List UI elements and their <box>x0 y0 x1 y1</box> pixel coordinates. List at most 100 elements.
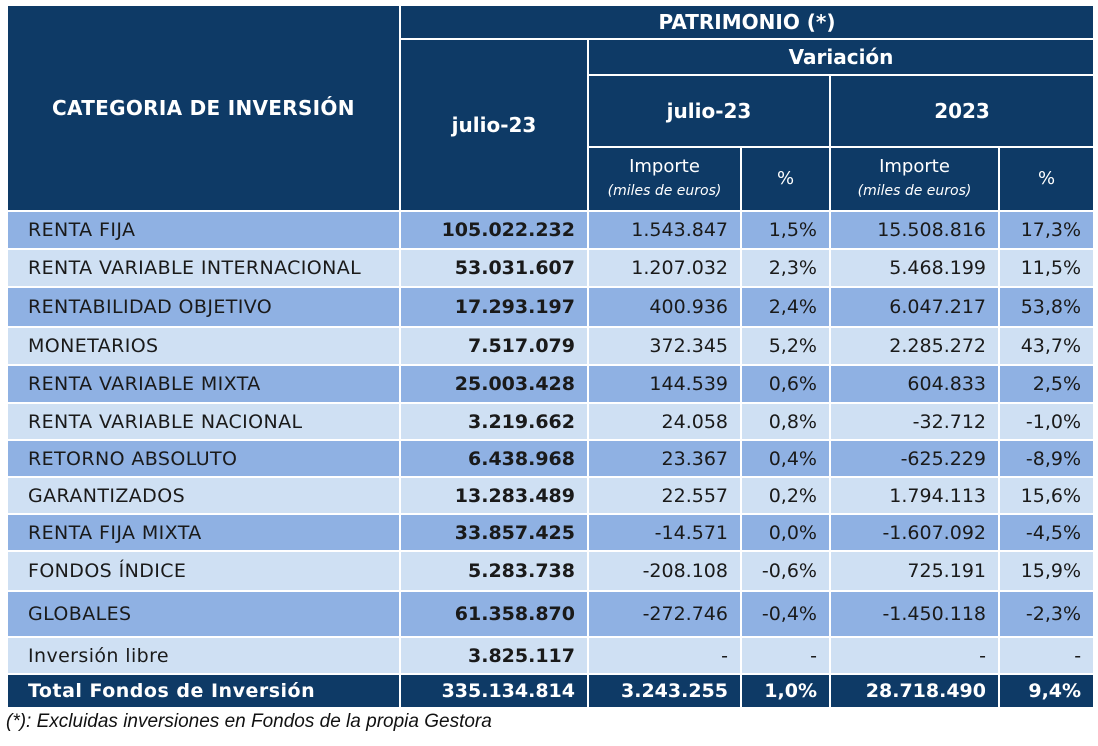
importe-year: 1.794.113 <box>829 476 1000 515</box>
category-name: GARANTIZADOS <box>6 476 401 515</box>
patrimonio-value: 17.293.197 <box>399 286 589 328</box>
pct-month: 1,5% <box>740 210 831 250</box>
importe-year: 6.047.217 <box>829 286 1000 328</box>
total-importe-month: 3.243.255 <box>587 673 742 709</box>
pct-year: -1,0% <box>997 402 1096 441</box>
pct-month: 2,3% <box>740 248 831 288</box>
pct-month-header: % <box>740 146 831 212</box>
importe-month: 1.207.032 <box>587 248 742 288</box>
table-row: MONETARIOS 7.517.079 372.345 5,2% 2.285.… <box>6 326 1096 366</box>
importe-year: -1.607.092 <box>829 513 1000 552</box>
importe-year: 15.508.816 <box>829 210 1000 250</box>
table-row: RENTA FIJA MIXTA 33.857.425 -14.571 0,0%… <box>6 513 1096 552</box>
variacion-year-header: 2023 <box>828 74 1096 148</box>
table-row: GARANTIZADOS 13.283.489 22.557 0,2% 1.79… <box>6 476 1096 515</box>
table-row: RENTA VARIABLE INTERNACIONAL 53.031.607 … <box>6 248 1096 288</box>
importe-year: 5.468.199 <box>829 248 1000 288</box>
pct-year: 15,9% <box>997 550 1096 592</box>
total-pct-month: 1,0% <box>740 673 831 709</box>
pct-year: - <box>997 636 1096 675</box>
importe-month: 372.345 <box>587 326 742 366</box>
pct-month: -0,6% <box>740 550 831 592</box>
variacion-header: Variación <box>586 38 1096 76</box>
importe-month: 400.936 <box>587 286 742 328</box>
category-name: FONDOS ÍNDICE <box>6 550 401 592</box>
importe-month: -272.746 <box>587 590 742 638</box>
importe-month: 1.543.847 <box>587 210 742 250</box>
total-pct-year: 9,4% <box>997 673 1096 709</box>
table-row: RENTA VARIABLE NACIONAL 3.219.662 24.058… <box>6 402 1096 441</box>
importe-month: -14.571 <box>587 513 742 552</box>
table-row: RENTABILIDAD OBJETIVO 17.293.197 400.936… <box>6 286 1096 328</box>
category-name: GLOBALES <box>6 590 401 638</box>
importe-month: 22.557 <box>587 476 742 515</box>
patrimonio-value: 53.031.607 <box>399 248 589 288</box>
fund-assets-table: CATEGORIA DE INVERSIÓN PATRIMONIO (*) ju… <box>6 4 1096 709</box>
patrimonio-value: 25.003.428 <box>399 364 589 404</box>
pct-year: -2,3% <box>997 590 1096 638</box>
pct-month: 0,8% <box>740 402 831 441</box>
pct-month: - <box>740 636 831 675</box>
pct-year: 43,7% <box>997 326 1096 366</box>
category-name: Inversión libre <box>6 636 401 675</box>
category-name: RENTA VARIABLE INTERNACIONAL <box>6 248 401 288</box>
importe-month: -208.108 <box>587 550 742 592</box>
pct-year: 11,5% <box>997 248 1096 288</box>
pct-year: 17,3% <box>997 210 1096 250</box>
importe-year: -625.229 <box>829 439 1000 478</box>
category-name: RENTA FIJA <box>6 210 401 250</box>
category-name: RETORNO ABSOLUTO <box>6 439 401 478</box>
table-row: GLOBALES 61.358.870 -272.746 -0,4% -1.45… <box>6 590 1096 638</box>
importe-month: 144.539 <box>587 364 742 404</box>
pct-month: 0,4% <box>740 439 831 478</box>
footnote: (*): Excluidas inversiones en Fondos de … <box>6 711 492 732</box>
miles-label: (miles de euros) <box>607 183 722 199</box>
table-row: Inversión libre 3.825.117 - - - - <box>6 636 1096 675</box>
pct-month: 0,6% <box>740 364 831 404</box>
pct-year: 53,8% <box>997 286 1096 328</box>
importe-year-header: Importe (miles de euros) <box>829 146 1000 212</box>
pct-year: -4,5% <box>997 513 1096 552</box>
category-header: CATEGORIA DE INVERSIÓN <box>6 4 401 212</box>
miles-label: (miles de euros) <box>857 183 972 199</box>
patrimonio-value: 3.825.117 <box>399 636 589 675</box>
importe-year: -32.712 <box>829 402 1000 441</box>
pct-month: 0,0% <box>740 513 831 552</box>
category-name: RENTA FIJA MIXTA <box>6 513 401 552</box>
category-name: RENTA VARIABLE NACIONAL <box>6 402 401 441</box>
category-name: RENTA VARIABLE MIXTA <box>6 364 401 404</box>
pct-month: 0,2% <box>740 476 831 515</box>
category-name: RENTABILIDAD OBJETIVO <box>6 286 401 328</box>
total-importe-year: 28.718.490 <box>829 673 1000 709</box>
pct-year: 2,5% <box>997 364 1096 404</box>
importe-month: 23.367 <box>587 439 742 478</box>
importe-year: -1.450.118 <box>829 590 1000 638</box>
patrimonio-value: 6.438.968 <box>399 439 589 478</box>
pct-month: 5,2% <box>740 326 831 366</box>
table-row: RENTA VARIABLE MIXTA 25.003.428 144.539 … <box>6 364 1096 404</box>
patrimonio-month-header: julio-23 <box>399 38 589 212</box>
table-row: RETORNO ABSOLUTO 6.438.968 23.367 0,4% -… <box>6 439 1096 478</box>
pct-year: 15,6% <box>997 476 1096 515</box>
pct-year-header: % <box>997 146 1096 212</box>
pct-month: 2,4% <box>740 286 831 328</box>
patrimonio-value: 3.219.662 <box>399 402 589 441</box>
patrimonio-value: 5.283.738 <box>399 550 589 592</box>
category-name: MONETARIOS <box>6 326 401 366</box>
importe-month: - <box>587 636 742 675</box>
importe-year: 604.833 <box>829 364 1000 404</box>
variacion-month-header: julio-23 <box>587 74 831 148</box>
patrimonio-value: 33.857.425 <box>399 513 589 552</box>
total-patrimonio: 335.134.814 <box>399 673 589 709</box>
patrimonio-header: PATRIMONIO (*) <box>398 4 1096 40</box>
importe-year: - <box>829 636 1000 675</box>
patrimonio-value: 7.517.079 <box>399 326 589 366</box>
importe-label: Importe <box>879 156 950 177</box>
pct-month: -0,4% <box>740 590 831 638</box>
importe-month-header: Importe (miles de euros) <box>587 146 742 212</box>
total-row: Total Fondos de Inversión 335.134.814 3.… <box>6 673 1096 709</box>
patrimonio-value: 13.283.489 <box>399 476 589 515</box>
importe-year: 2.285.272 <box>829 326 1000 366</box>
importe-month: 24.058 <box>587 402 742 441</box>
total-label: Total Fondos de Inversión <box>6 673 401 709</box>
